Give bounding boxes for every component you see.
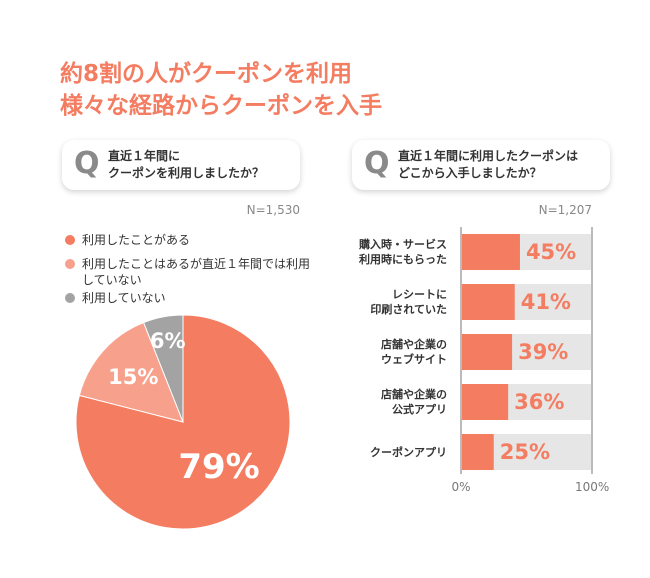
value-label: 36% <box>514 390 564 414</box>
category-label: クーポンアプリ <box>370 445 447 459</box>
q-mark: Q <box>74 146 100 181</box>
category-label: 店舗や企業の 公式アプリ <box>381 388 447 416</box>
x-tick-label: 0% <box>451 480 471 494</box>
category-label: 購入時・サービス 利用時にもらった <box>359 238 447 266</box>
value-label: 25% <box>500 440 550 464</box>
sample-size: N=1,530 <box>246 203 300 217</box>
question: 直近１年間に利用したクーポンは どこから入手しましたか？ <box>398 149 579 180</box>
value-label: 6% <box>150 329 186 353</box>
question: 直近１年間に クーポンを利用しましたか？ <box>108 149 265 180</box>
value-label: 45% <box>526 240 576 264</box>
bar <box>461 334 513 370</box>
pie-slice <box>78 321 184 423</box>
question-card: Q 直近１年間に利用したクーポンは どこから入手しましたか？ <box>352 140 610 190</box>
legend-label: 利用したことはあるが直近１年間では利用していない <box>82 257 311 287</box>
bar <box>461 434 494 470</box>
value-label: 15% <box>108 365 158 389</box>
bar <box>461 284 515 320</box>
category-label: 店舗や企業の ウェブサイト <box>381 338 447 366</box>
question-card: Q 直近１年間に クーポンを利用しましたか？ <box>62 140 300 190</box>
pie-slice <box>75 314 291 530</box>
legend-label: 利用したことがある <box>82 233 191 247</box>
category-label: レシートに 印刷されていた <box>370 288 447 316</box>
value-label: 39% <box>518 340 568 364</box>
headline: 様々な経路からクーポンを入手 <box>60 93 382 119</box>
bar <box>461 234 520 270</box>
legend-dot <box>65 293 75 303</box>
pie-slice <box>142 314 184 423</box>
sample-size: N=1,207 <box>538 203 592 217</box>
legend-dot <box>65 259 75 269</box>
legend-dot <box>65 235 75 245</box>
x-tick-label: 100% <box>575 480 610 494</box>
value-label: 41% <box>521 290 571 314</box>
q-mark: Q <box>364 146 390 181</box>
headline: 約8割の人がクーポンを利用 <box>60 61 353 87</box>
value-label: 79% <box>178 447 259 487</box>
bar <box>461 384 509 420</box>
legend-label: 利用していない <box>82 291 166 305</box>
